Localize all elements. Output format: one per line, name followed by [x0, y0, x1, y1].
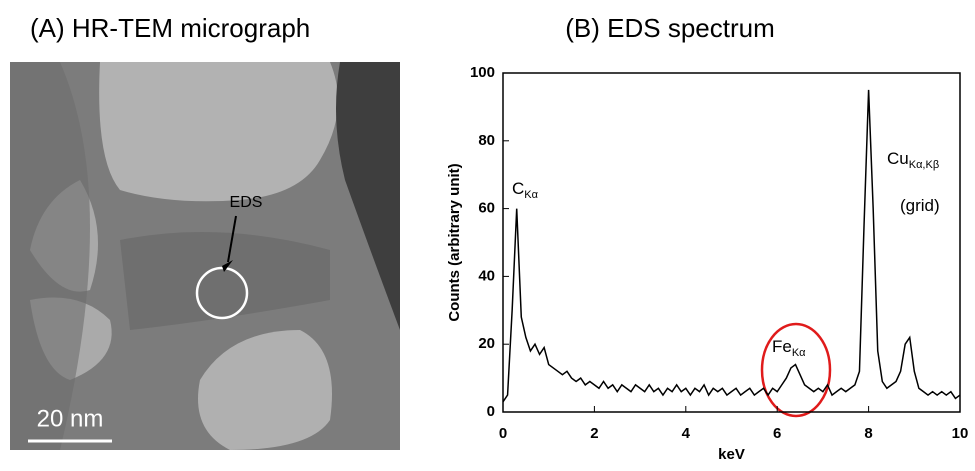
- micrograph: [10, 62, 400, 450]
- y-tick-label: 40: [478, 267, 495, 284]
- y-tick-label: 80: [478, 132, 495, 149]
- annotation-text: (grid): [900, 196, 940, 215]
- y-tick-label: 20: [478, 335, 495, 352]
- scale-bar-label: 20 nm: [37, 405, 104, 432]
- y-tick-label: 100: [470, 64, 495, 81]
- peak-annotation: CuKα,Kβ: [887, 149, 939, 170]
- plot-frame: [502, 72, 961, 413]
- x-tick-label: 10: [952, 425, 969, 442]
- y-tick-label: 60: [478, 200, 495, 217]
- y-tick-label: 0: [487, 403, 495, 420]
- x-tick-label: 0: [499, 425, 507, 442]
- peak-annotation: FeKα: [772, 337, 806, 358]
- annotation-subscript: Kα: [524, 189, 538, 201]
- annotation-text: C: [512, 179, 524, 198]
- x-tick-label: 4: [682, 425, 691, 442]
- x-tick-label: 6: [773, 425, 781, 442]
- annotation-text: Fe: [772, 337, 792, 356]
- peak-annotation: CKα: [512, 179, 539, 200]
- x-tick-label: 2: [590, 425, 598, 442]
- annotation-text: Cu: [887, 149, 909, 168]
- eds-label: EDS: [230, 194, 263, 211]
- chart-title: (B) EDS spectrum: [565, 13, 775, 43]
- peak-annotation: (grid): [900, 196, 940, 215]
- y-axis-label: Counts (arbitrary unit): [446, 163, 463, 321]
- annotation-subscript: Kα: [792, 347, 806, 359]
- highlight-ellipse: [760, 322, 832, 418]
- x-axis-label: keV: [718, 446, 745, 463]
- x-tick-label: 8: [864, 425, 872, 442]
- annotation-subscript: Kα,Kβ: [909, 159, 939, 171]
- panel-a-title: (A) HR-TEM micrograph: [30, 13, 310, 43]
- spectrum-line: [502, 89, 961, 403]
